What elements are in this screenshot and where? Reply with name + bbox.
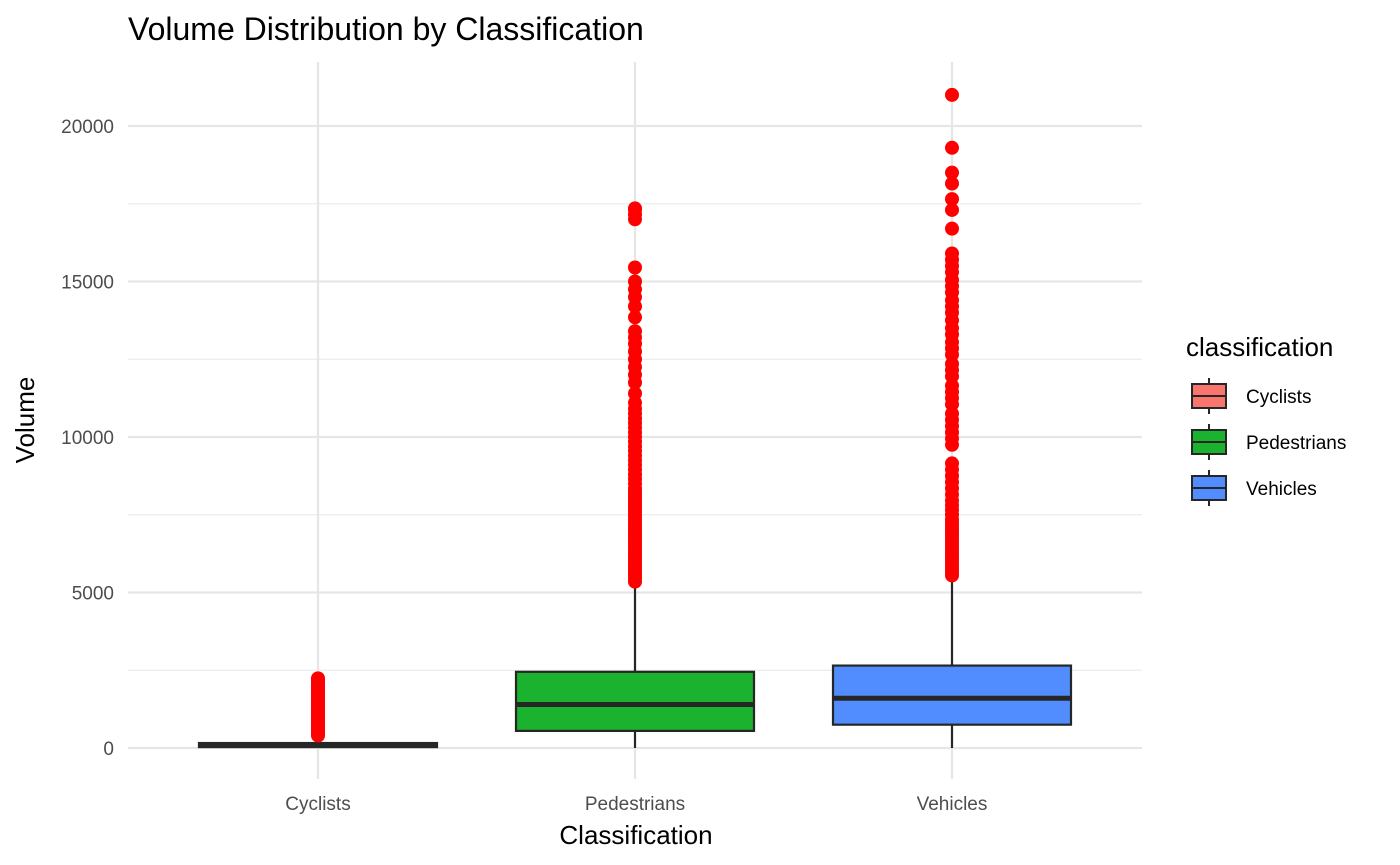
legend-key-cyclists: Cyclists	[1191, 378, 1311, 414]
legend-label: Vehicles	[1246, 479, 1317, 500]
y-axis-title: Volume	[10, 377, 40, 464]
x-tick-label: Vehicles	[917, 794, 988, 815]
y-tick-label: 0	[103, 739, 114, 760]
box-body	[514, 670, 756, 732]
outlier-point	[945, 246, 959, 261]
outlier-point	[945, 176, 959, 191]
outlier-point	[945, 192, 959, 207]
box-body	[831, 664, 1073, 726]
legend-title: classification	[1186, 332, 1333, 362]
box-vehicles	[831, 87, 1073, 748]
box-cyclists	[197, 671, 439, 749]
outlier-point	[945, 140, 959, 155]
legend-label: Cyclists	[1246, 387, 1311, 408]
outlier-point	[945, 165, 959, 180]
y-tick-label: 15000	[61, 273, 114, 294]
legend-key-pedestrians: Pedestrians	[1191, 424, 1346, 460]
chart-title: Volume Distribution by Classification	[128, 11, 644, 47]
box-plot-layer	[197, 87, 1073, 749]
x-axis-title: Classification	[559, 820, 712, 850]
outlier-point	[945, 202, 959, 217]
outlier-point	[945, 221, 959, 236]
outlier-point	[628, 386, 642, 401]
outlier-point	[628, 260, 642, 275]
outlier-point	[628, 310, 642, 325]
y-axis-ticks: 0 5000 10000 15000 20000	[61, 117, 114, 760]
legend-keys: Cyclists Pedestrians Vehicles	[1191, 378, 1346, 506]
outlier-point	[628, 201, 642, 216]
outlier-point	[945, 87, 959, 102]
outlier-point	[628, 274, 642, 289]
legend-key-vehicles: Vehicles	[1191, 470, 1317, 506]
outlier-point	[628, 324, 642, 339]
y-tick-label: 5000	[72, 584, 114, 605]
outlier-point	[311, 671, 325, 686]
box-pedestrians	[514, 201, 756, 748]
x-axis-ticks: Cyclists Pedestrians Vehicles	[285, 794, 987, 815]
y-tick-label: 20000	[61, 117, 114, 138]
y-tick-label: 10000	[61, 428, 114, 449]
legend: classification Cyclists Pedestrians Vehicl…	[1186, 332, 1346, 506]
legend-label: Pedestrians	[1246, 433, 1346, 454]
x-tick-label: Pedestrians	[585, 794, 685, 815]
x-tick-label: Cyclists	[285, 794, 350, 815]
outlier-point	[945, 456, 959, 471]
